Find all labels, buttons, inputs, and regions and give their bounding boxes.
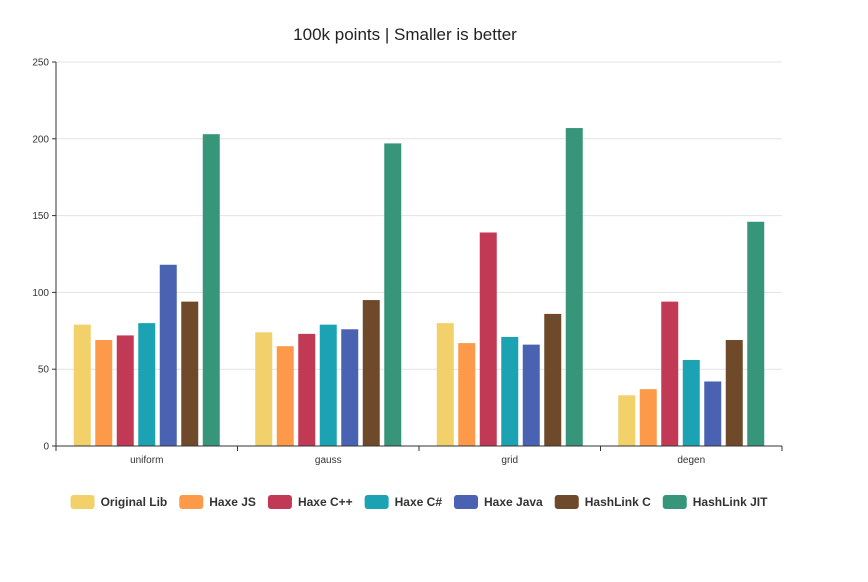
y-tick-label: 50 <box>38 365 50 376</box>
legend-label: Haxe C++ <box>298 495 353 509</box>
bar[interactable] <box>436 323 454 446</box>
axes: 0 50 100 150 200 250 uniform gauss grid degen <box>32 58 783 466</box>
legend-item[interactable]: HashLink C <box>554 495 651 509</box>
legend-swatch <box>70 495 95 509</box>
legend-swatch <box>454 495 479 509</box>
bars <box>73 128 765 446</box>
bar[interactable] <box>255 332 273 446</box>
legend-item[interactable]: Haxe JS <box>179 495 256 509</box>
bar[interactable] <box>319 324 337 446</box>
legend-item[interactable]: Haxe C# <box>364 495 443 509</box>
legend-label: HashLink JIT <box>693 495 768 509</box>
bar[interactable] <box>725 340 743 446</box>
bar[interactable] <box>362 300 380 446</box>
bar[interactable] <box>298 333 316 446</box>
legend-label: Haxe JS <box>209 495 256 509</box>
bar[interactable] <box>639 389 657 446</box>
bar[interactable] <box>202 134 220 446</box>
legend-label: Haxe Java <box>484 495 543 509</box>
y-tick-label: 150 <box>32 211 49 222</box>
bar[interactable] <box>458 343 476 446</box>
bar[interactable] <box>747 221 765 446</box>
bar[interactable] <box>522 344 540 446</box>
y-tick-label: 200 <box>32 134 49 145</box>
bar[interactable] <box>276 346 294 446</box>
bar[interactable] <box>138 323 156 446</box>
legend-swatch <box>662 495 687 509</box>
bar[interactable] <box>618 395 636 446</box>
y-tick-label: 100 <box>32 288 49 299</box>
legend[interactable]: Original Lib Haxe JS Haxe C++ Haxe C# Haxe J… <box>70 495 769 509</box>
legend-swatch <box>179 495 204 509</box>
bar[interactable] <box>501 336 519 446</box>
bar[interactable] <box>159 264 177 446</box>
x-tick-label: uniform <box>130 455 163 466</box>
legend-item[interactable]: Haxe C++ <box>267 495 353 509</box>
legend-label: Original Lib <box>101 495 168 509</box>
x-tick-label: degen <box>677 455 705 466</box>
x-tick-label: gauss <box>315 455 342 466</box>
legend-label: Haxe C# <box>395 495 443 509</box>
y-tick-label: 0 <box>43 442 49 453</box>
legend-item[interactable]: Haxe Java <box>454 495 543 509</box>
legend-swatch <box>364 495 389 509</box>
legend-item[interactable]: Original Lib <box>70 495 168 509</box>
bar[interactable] <box>181 301 199 446</box>
legend-swatch <box>267 495 292 509</box>
bar[interactable] <box>384 143 402 446</box>
gridlines <box>56 61 782 370</box>
bar[interactable] <box>704 381 722 446</box>
bar[interactable] <box>73 324 91 446</box>
bar[interactable] <box>682 359 700 446</box>
legend-item[interactable]: HashLink JIT <box>662 495 768 509</box>
x-tick-label: grid <box>501 455 518 466</box>
bar[interactable] <box>479 232 497 446</box>
y-tick-label: 250 <box>32 58 49 69</box>
bar[interactable] <box>341 329 359 446</box>
bar[interactable] <box>116 335 134 446</box>
bar[interactable] <box>95 340 113 446</box>
bar[interactable] <box>565 128 583 446</box>
legend-label: HashLink C <box>585 495 651 509</box>
bar[interactable] <box>661 301 679 446</box>
chart-title: 100k points | Smaller is better <box>293 25 517 44</box>
bar[interactable] <box>544 313 562 446</box>
legend-swatch <box>554 495 579 509</box>
